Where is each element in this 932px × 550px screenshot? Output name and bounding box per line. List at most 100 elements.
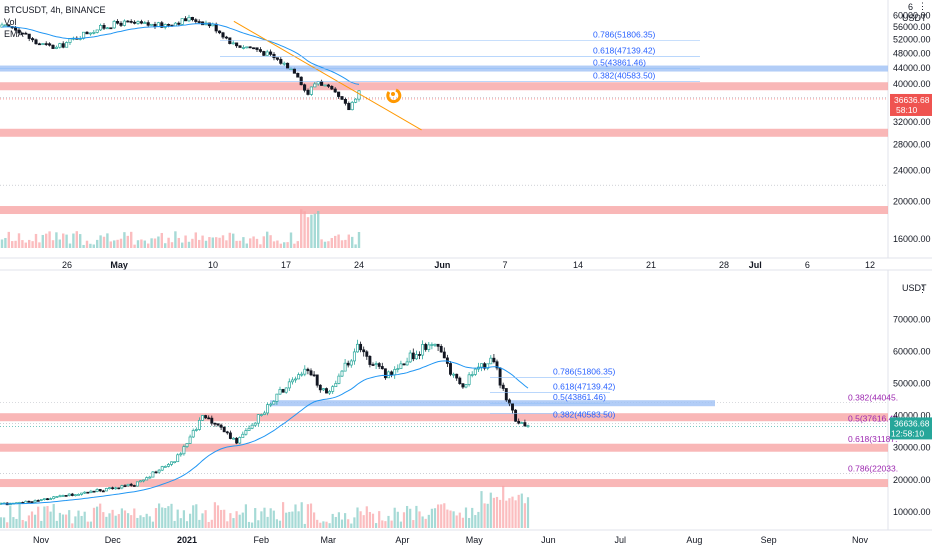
vol-label: Vol (4, 17, 17, 27)
bottom-candle-body (176, 454, 180, 463)
bottom-candle-body (132, 485, 136, 487)
bottom-volume-bar (523, 503, 526, 528)
bottom-candle-body (67, 493, 71, 496)
top-volume-bar (28, 239, 31, 248)
top-candle-body (173, 22, 177, 27)
bottom-volume-bar (77, 510, 80, 528)
bottom-zones (0, 400, 888, 488)
bottom-candle-body (427, 344, 431, 350)
bottom-volume-bar (371, 513, 375, 528)
top-candle-body (109, 27, 113, 30)
bottom-volume-bar (266, 516, 269, 528)
bottom-volume-bar (325, 521, 328, 528)
bottom-resistance-zone (0, 479, 888, 488)
bottom-x-tick: Nov (852, 535, 869, 545)
bottom-candle-body (272, 401, 276, 405)
bottom-volume-bar (0, 517, 3, 528)
bottom-volume-bar (291, 511, 294, 528)
top-candle-body (306, 89, 310, 95)
bottom-volume-bar (24, 521, 27, 528)
bottom-volume-bar (415, 505, 418, 528)
bottom-volume-bar (517, 494, 520, 528)
bottom-volume-bar (356, 507, 359, 528)
top-volume-bar (82, 244, 85, 248)
bottom-candle-body (300, 373, 304, 376)
top-candle-body (177, 22, 181, 25)
top-volume-bar (201, 235, 204, 248)
top-volume-bar (255, 238, 259, 248)
top-chart: 0.786(51806.35) 0.618(47139.42) 0.5(43861.… (0, 0, 932, 270)
bottom-candle-body (263, 412, 266, 415)
bottom-candle-body (396, 368, 400, 370)
bottom-currency-unit[interactable]: USDT ⋮ (902, 283, 927, 294)
top-volume-bar (119, 238, 123, 248)
top-candle-body (296, 72, 300, 78)
top-volume-bar (51, 240, 55, 248)
bottom-candle-body (135, 481, 139, 487)
currency-unit-icon[interactable]: 6 USDT ⋮ (902, 1, 927, 23)
bottom-volume-bar (449, 510, 452, 528)
bottom-volume-bar (176, 509, 179, 528)
bottom-candle-body (179, 453, 183, 456)
bottom-candle-body (160, 466, 164, 471)
bottom-volume-bar (322, 521, 325, 528)
top-candle-body (184, 18, 188, 22)
top-x-tick: 28 (719, 260, 729, 270)
bottom-volume-bar (71, 523, 74, 528)
top-volume-bar (153, 238, 157, 248)
bottom-candle-body (287, 381, 291, 389)
top-volume-bar (136, 240, 140, 248)
top-candle-body (303, 84, 307, 91)
bottom-volume-bar (440, 504, 443, 528)
bottom-candle-body (442, 351, 446, 359)
bottom-candle-body (309, 370, 313, 376)
bottom-price-tag: 36636.68 12:58:10 (890, 417, 932, 440)
bottom-x-tick: Aug (686, 535, 702, 545)
top-volume-bar (34, 233, 38, 248)
bottom-candle-body (207, 417, 211, 420)
bottom-candle-body (126, 483, 130, 487)
top-candle-body (214, 23, 218, 32)
bottom-candle-body (213, 422, 217, 425)
bottom-candle-body (42, 498, 46, 501)
bottom-candle-body (411, 352, 415, 360)
bottom-candle-body (228, 432, 232, 439)
top-candle-body (272, 54, 276, 59)
top-volume-bar (252, 236, 255, 248)
bottom-candle-body (433, 343, 437, 346)
bottom-volume-bar (477, 511, 480, 528)
bottom-volume-bar (102, 512, 105, 528)
top-candle-body (85, 31, 89, 35)
top-candle-body (14, 27, 18, 31)
bottom-volume-bar (458, 512, 461, 528)
bottom-volume-bar (461, 517, 464, 528)
bottom-volume-bar (331, 513, 334, 528)
bottom-candle-body (129, 483, 133, 486)
top-volume-bar (259, 244, 262, 248)
bottom-volume-bar (46, 506, 49, 528)
top-y-tick: 16000.00 (893, 234, 931, 244)
top-candle-body (99, 25, 103, 31)
bottom-volume-bar (306, 504, 309, 528)
bottom-candle-body (349, 360, 353, 366)
bottom-candle-body (259, 414, 263, 416)
bottom-volume-bar (430, 508, 433, 528)
orange-loading-icon[interactable] (386, 88, 402, 104)
bottom-candle-body (380, 366, 384, 370)
top-volume-bar (306, 217, 310, 248)
top-x-tick: 24 (354, 260, 364, 270)
bottom-volume-bar (229, 513, 232, 528)
top-volume-bar (11, 241, 14, 248)
bottom-candle-body (80, 492, 84, 495)
bottom-fib-levels: 0.786(51806.35) 0.618(47139.42)0.5(43861.… (490, 367, 898, 473)
top-y-tick: 48000.00 (893, 48, 931, 58)
bottom-candle-body (418, 354, 421, 356)
top-x-tick: 21 (646, 260, 656, 270)
bottom-volume-bar (406, 505, 409, 528)
bottom-volume-bar (505, 500, 508, 528)
top-candle-body (248, 46, 252, 49)
bottom-volume-bar (368, 511, 371, 528)
top-volume-bar (89, 243, 92, 248)
top-y-tick: 56000.00 (893, 22, 931, 32)
bottom-volume-bar (148, 516, 151, 528)
